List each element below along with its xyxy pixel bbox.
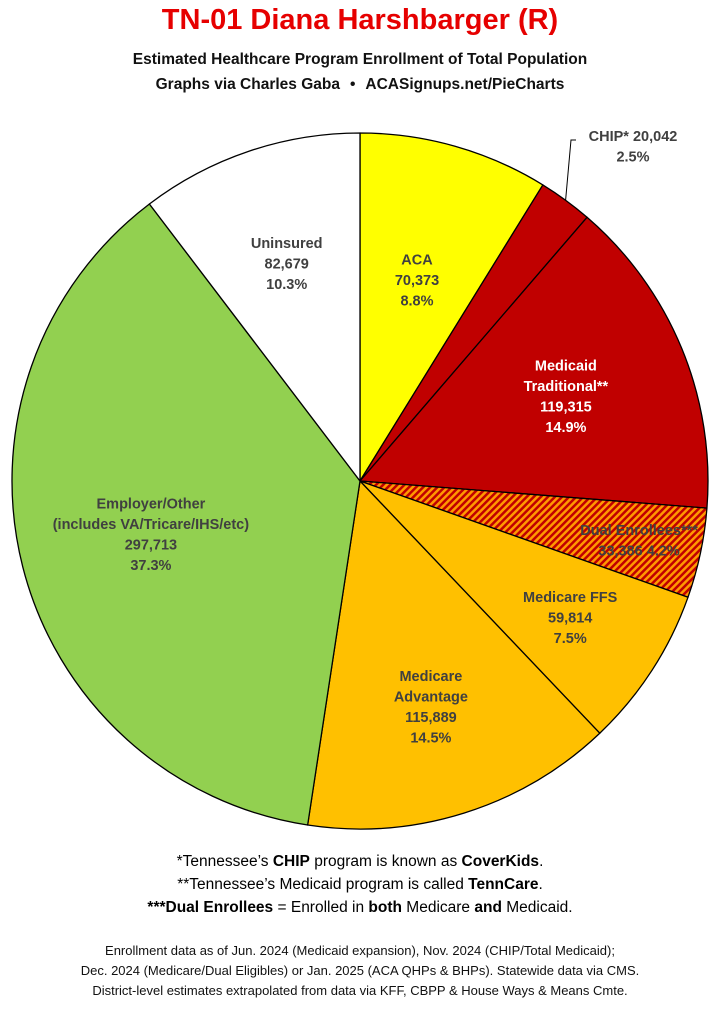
slice-label-line: Medicare FFS — [523, 590, 618, 606]
slice-label-line: 37.3% — [130, 558, 171, 574]
leader-line-chip — [565, 139, 576, 201]
chart-title: TN-01 Diana Harshbarger (R) — [161, 4, 559, 36]
pie-labels: ACA 70,373 8.8% CHIP* 20,042 2.5% Medicaid Tra… — [53, 129, 699, 747]
slice-label-line: 119,315 — [540, 399, 592, 415]
pie-slice-medicare-advantage — [306, 480, 601, 830]
slice-label-line: Uninsured — [251, 236, 323, 252]
slice-label-line: Advantage — [394, 690, 468, 706]
slice-label-line: 7.5% — [554, 631, 587, 647]
credit-author: Graphs via Charles Gaba — [155, 76, 340, 93]
slice-label-medicare-ffs: Medicare FFS 59,814 7.5% — [523, 590, 618, 647]
chart-subtitle: Estimated Healthcare Program Enrollment … — [132, 51, 588, 68]
slice-label-dual-enrollees: Dual Enrollees*** 33,386 4.2% — [580, 523, 698, 560]
slice-label-line: ACA — [401, 253, 433, 269]
footnote-medicaid: **Tennessee’s Medicaid program is called… — [177, 876, 543, 893]
credit-url: ACASignups.net/PieCharts — [365, 76, 565, 93]
slice-label-medicaid-traditional: Medicaid Traditional** 119,315 14.9% — [524, 358, 609, 436]
pie-slice-medicaid-traditional — [359, 216, 709, 509]
source-note-line-3: District-level estimates extrapolated fr… — [92, 983, 628, 998]
credit-separator: • — [349, 76, 356, 93]
pie-slice-uninsured — [148, 132, 361, 482]
slice-label-line: 59,814 — [548, 610, 592, 626]
slice-label-line: 70,373 — [395, 273, 439, 289]
slice-label-line: Medicare — [399, 669, 462, 685]
source-note-line-1: Enrollment data as of Jun. 2024 (Medicai… — [105, 943, 615, 958]
slice-label-employer-other: Employer/Other (includes VA/Tricare/IHS/e… — [53, 497, 250, 575]
slice-label-line: 2.5% — [616, 149, 649, 165]
slice-label-line: (includes VA/Tricare/IHS/etc) — [53, 517, 250, 533]
slice-label-aca: ACA 70,373 8.8% — [395, 253, 439, 310]
slice-label-line: Employer/Other — [97, 497, 206, 513]
source-note-line-2: Dec. 2024 (Medicare/Dual Eligibles) or J… — [80, 963, 640, 978]
pie-slice-aca — [359, 132, 544, 482]
pie-slice-employer-other — [11, 203, 361, 826]
footnote-dual-enrollees: ***Dual Enrollees = Enrolled in both Med… — [147, 899, 573, 916]
slice-label-line: 14.9% — [545, 420, 586, 436]
slice-label-line: 8.8% — [400, 294, 433, 310]
slice-label-line: 14.5% — [410, 731, 451, 747]
pie-slice-medicare-ffs — [359, 480, 689, 734]
slice-label-medicare-advantage: Medicare Advantage 115,889 14.5% — [394, 669, 468, 747]
slice-label-line: 297,713 — [125, 538, 177, 554]
slice-label-line: Dual Enrollees*** — [580, 523, 698, 539]
footnote-chip: *Tennessee’s CHIP program is known as Co… — [176, 853, 544, 870]
slice-label-line: Medicaid — [535, 358, 597, 374]
slice-label-uninsured: Uninsured 82,679 10.3% — [251, 236, 323, 293]
slice-label-line: 33,386 4.2% — [598, 544, 680, 560]
slice-label-line: Traditional** — [524, 379, 609, 395]
slice-label-chip: CHIP* 20,042 2.5% — [589, 129, 678, 166]
slice-label-line: 115,889 — [405, 710, 457, 726]
slice-label-line: CHIP* 20,042 — [589, 129, 678, 145]
chart-credit: Graphs via Charles Gaba • ACASignups.net/P… — [0, 76, 720, 94]
slice-label-line: 10.3% — [266, 277, 307, 293]
slice-label-line: 82,679 — [265, 256, 309, 272]
pie-chart: ACA 70,373 8.8% CHIP* 20,042 2.5% Medicaid Tra… — [11, 129, 709, 830]
pie-slices — [11, 132, 709, 830]
